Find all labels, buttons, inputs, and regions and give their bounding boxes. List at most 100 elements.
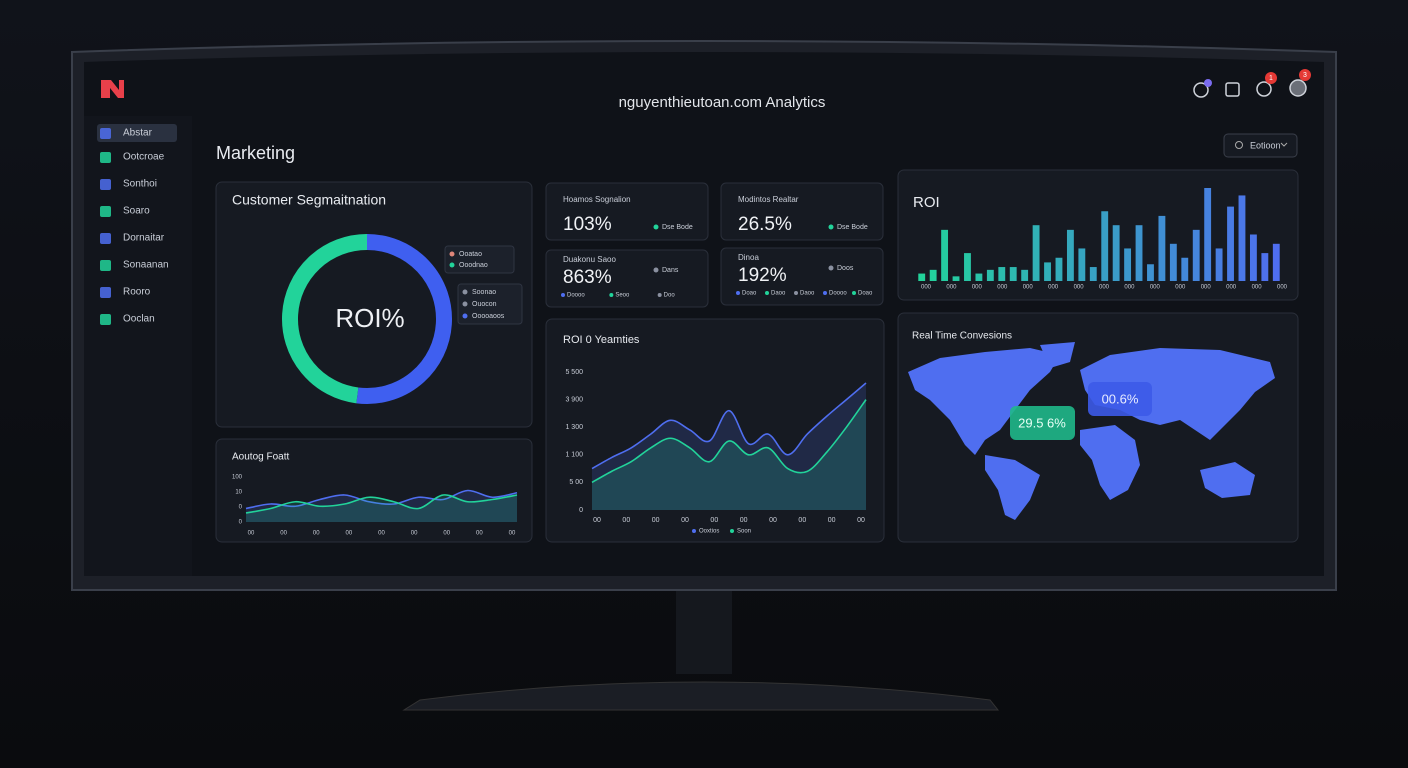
x-tick-label: 00 — [248, 531, 255, 537]
x-tick-label: 00 — [378, 531, 385, 537]
badge — [1299, 69, 1311, 81]
bar — [941, 229, 949, 281]
y-tick-label: 1 300 — [565, 424, 583, 431]
x-tick-label: 00 — [443, 531, 450, 537]
tag-dot — [828, 224, 834, 230]
bar — [1181, 257, 1189, 281]
stand-neck — [676, 588, 732, 674]
bar — [1032, 225, 1040, 281]
nav-icon — [100, 128, 111, 139]
x-tick-label: 00 — [798, 517, 806, 524]
legend-dot — [561, 293, 565, 297]
legend-box — [457, 283, 523, 325]
callout — [1088, 382, 1152, 416]
bar — [1009, 267, 1017, 281]
callout-text: 00.6% — [1102, 391, 1139, 406]
sidebar-active — [97, 124, 177, 142]
donut-segment — [356, 234, 452, 404]
x-tick-label: 000 — [1074, 285, 1085, 291]
x-tick-label: 00 — [710, 517, 718, 524]
sidebar — [84, 116, 192, 576]
donut-center: ROI% — [335, 303, 404, 333]
kpi-card — [545, 182, 709, 241]
bar — [998, 267, 1006, 281]
x-tick-label: 00 — [769, 517, 777, 524]
y-tick-label: 0 — [579, 507, 583, 514]
y-tick-label: 10 — [235, 490, 242, 496]
icon[interactable] — [1256, 81, 1272, 97]
nav-icon — [100, 233, 111, 244]
legend-item: Soon — [737, 529, 751, 535]
legend-dot — [462, 313, 468, 319]
bar — [1215, 248, 1223, 281]
panel-title: ROI — [913, 194, 940, 211]
legend-item: Daoo — [771, 291, 786, 297]
bar — [918, 273, 926, 281]
kpi-tag: Dans — [662, 267, 679, 274]
x-tick-label: 000 — [972, 285, 983, 291]
x-tick-label: 000 — [1226, 285, 1237, 291]
bar — [1169, 243, 1177, 281]
x-tick-label: 000 — [1048, 285, 1059, 291]
panel — [215, 438, 533, 543]
nav-item: Dornaitar — [123, 233, 165, 244]
x-tick-label: 00 — [740, 517, 748, 524]
bar — [1021, 269, 1029, 281]
kpi-value: 863% — [563, 267, 612, 288]
legend-item: Ooxtios — [699, 529, 719, 535]
top-icons — [1193, 79, 1307, 98]
kpi-label: Modintos Realtar — [738, 195, 799, 204]
kpi-tag: Dse Bode — [837, 224, 868, 231]
icon[interactable] — [1225, 82, 1240, 97]
kpi-value: 26.5% — [738, 214, 792, 235]
nav-icon — [100, 260, 111, 271]
x-tick-label: 000 — [1023, 285, 1034, 291]
chevron — [1280, 142, 1288, 147]
callout — [1010, 406, 1075, 440]
bar — [975, 273, 983, 281]
icon[interactable] — [1193, 82, 1209, 98]
nav-item: Ooclan — [123, 314, 155, 325]
stand-base — [402, 681, 1000, 711]
tag-dot — [653, 267, 659, 273]
line — [591, 399, 867, 484]
bar — [1124, 248, 1132, 281]
nav-item: Soaro — [123, 206, 150, 217]
kpi-value: 103% — [563, 214, 612, 235]
bar — [1055, 257, 1063, 281]
kpi-card — [720, 247, 884, 306]
legend-item: Doooo — [567, 293, 585, 299]
x-tick-label: 000 — [946, 285, 957, 291]
legend-dot — [794, 291, 798, 295]
x-tick-label: 000 — [1252, 285, 1263, 291]
x-tick-label: 00 — [476, 531, 483, 537]
y-tick-label: 0 — [239, 520, 243, 526]
bar — [1066, 229, 1074, 281]
nav-icon — [100, 287, 111, 298]
app-title: nguyenthieutoan.com Analytics — [619, 94, 826, 111]
area — [592, 383, 866, 510]
nav-item: Rooro — [123, 287, 151, 298]
x-tick-label: 000 — [921, 285, 932, 291]
bar — [952, 276, 960, 281]
filter-button[interactable] — [1223, 133, 1298, 158]
bar — [986, 269, 994, 281]
legend-item: Doao — [742, 291, 757, 297]
world-map — [908, 342, 1275, 520]
badge-text: 3 — [1303, 72, 1307, 79]
legend-item: Doao — [858, 291, 873, 297]
panel — [215, 181, 533, 428]
area — [246, 494, 517, 522]
bar — [964, 253, 971, 281]
legend-dot — [609, 293, 614, 297]
line — [245, 494, 518, 514]
bar — [1089, 267, 1097, 281]
panel-title: Customer Segmaitnation — [232, 192, 386, 208]
y-tick-label: 1 100 — [565, 452, 583, 459]
legend-dot — [692, 529, 696, 533]
legend-dot — [852, 291, 856, 295]
x-tick-label: 00 — [828, 517, 836, 524]
bar — [1272, 243, 1280, 281]
panel-title: Aoutog Foatt — [232, 452, 289, 463]
avatar[interactable] — [1289, 79, 1307, 97]
